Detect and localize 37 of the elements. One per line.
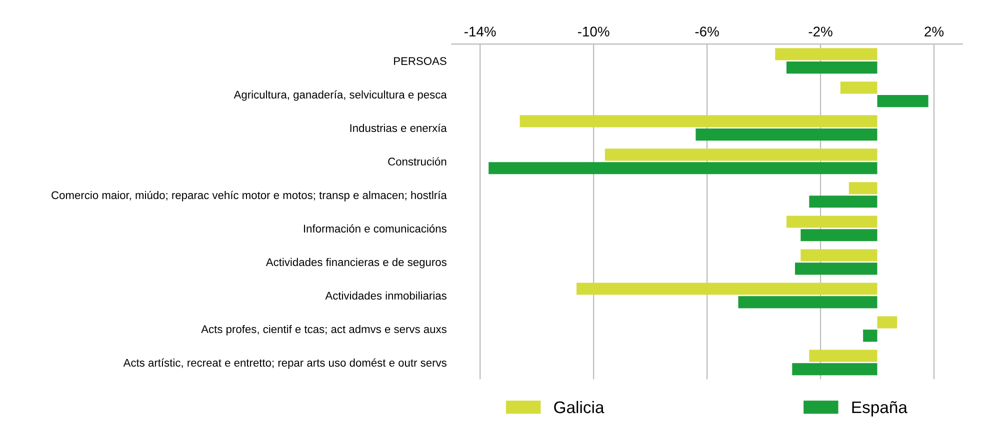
- bar: [696, 128, 878, 141]
- y-tick-label: Actividades inmobiliarias: [325, 291, 446, 300]
- bar: [738, 296, 878, 308]
- y-tick-label: PERSOAS: [394, 57, 446, 65]
- x-tick-label: 2%: [924, 26, 944, 36]
- y-tick-label: Agricultura, ganadería, selvicultura e pesca: [234, 90, 447, 101]
- y-tick-label: Industrias e enerxía: [350, 124, 447, 132]
- legend-label: España: [852, 401, 908, 416]
- y-tick-label: Información e comunicacións: [304, 224, 446, 233]
- bar: [792, 363, 878, 376]
- bar: [775, 48, 878, 60]
- bar: [863, 330, 878, 342]
- bar: [800, 249, 878, 262]
- bar: [786, 62, 878, 74]
- bar: [840, 82, 878, 94]
- bar: [604, 148, 878, 161]
- bar: [848, 182, 878, 194]
- y-tick-label: Acts profes, cientif e tcas; act admvs e servs auxs: [201, 324, 446, 336]
- legend-label: Galicia: [554, 400, 604, 414]
- bar: [800, 229, 878, 242]
- bar: [809, 196, 878, 208]
- bar: [488, 162, 878, 174]
- y-tick-label: Actividades financieras e de seguros: [266, 258, 446, 268]
- x-tick-label: -6%: [695, 26, 719, 36]
- bar: [576, 282, 878, 295]
- y-tick-label: Comercio maior, miúdo; reparac vehíc motor e motos; transp e almacen; hostlría: [52, 190, 447, 202]
- bar: [520, 115, 878, 128]
- bar: [877, 95, 928, 108]
- bar: [786, 216, 878, 228]
- bar: [794, 262, 878, 275]
- y-tick-label: Construción: [388, 157, 446, 166]
- bar: [809, 350, 878, 362]
- bar: [877, 316, 898, 328]
- x-tick-label: -10%: [578, 26, 610, 36]
- x-tick-label: -14%: [464, 26, 496, 36]
- y-tick-label: Acts artístic, recreat e entretto; repar arts uso domést e outr servs: [123, 358, 446, 369]
- x-tick-label: -2%: [808, 26, 832, 36]
